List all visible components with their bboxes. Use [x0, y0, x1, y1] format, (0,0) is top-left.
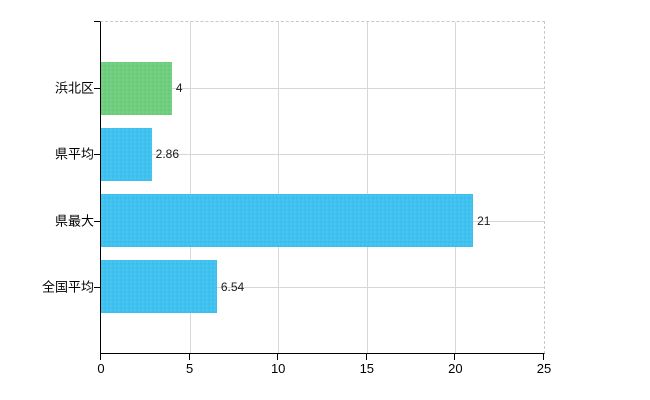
x-axis-tick-label: 25 — [536, 361, 552, 376]
x-axis-tick-label: 0 — [97, 361, 105, 376]
category-label: 県最大 — [54, 213, 94, 229]
y-axis-tick — [94, 154, 100, 156]
category-label: 全国平均 — [41, 279, 94, 295]
x-axis-tick — [454, 354, 456, 360]
x-gridline — [278, 22, 280, 353]
x-axis-tick-label: 20 — [448, 361, 463, 376]
x-axis-tick — [365, 354, 367, 360]
category-label: 県平均 — [54, 146, 94, 162]
y-axis-tick — [94, 88, 100, 90]
x-axis-tick — [543, 354, 544, 360]
x-gridline — [455, 22, 457, 353]
bar — [101, 61, 172, 115]
value-label: 6.54 — [220, 279, 245, 294]
x-axis-tick-label: 15 — [359, 361, 375, 376]
bar — [101, 194, 474, 248]
category-gridline — [101, 154, 544, 156]
x-axis-tick — [188, 354, 190, 360]
value-label: 21 — [477, 213, 491, 228]
category-label: 浜北区 — [54, 80, 94, 96]
bar — [101, 127, 152, 181]
x-gridline — [189, 22, 191, 353]
y-axis-end-tick — [94, 21, 100, 22]
bar — [101, 260, 217, 314]
value-label: 4 — [175, 81, 183, 96]
x-axis-tick — [100, 354, 101, 360]
plot-area: 4 2.86 21 6.54 — [100, 21, 545, 354]
x-axis-tick-label: 5 — [185, 361, 194, 376]
y-axis-tick — [94, 220, 100, 222]
x-axis-tick-label: 10 — [270, 361, 286, 376]
value-label: 2.86 — [155, 147, 180, 162]
category-gridline — [101, 88, 544, 90]
y-axis-tick — [94, 286, 100, 288]
x-axis-tick — [277, 354, 279, 360]
x-gridline — [366, 22, 368, 353]
category-gridline — [101, 286, 544, 288]
